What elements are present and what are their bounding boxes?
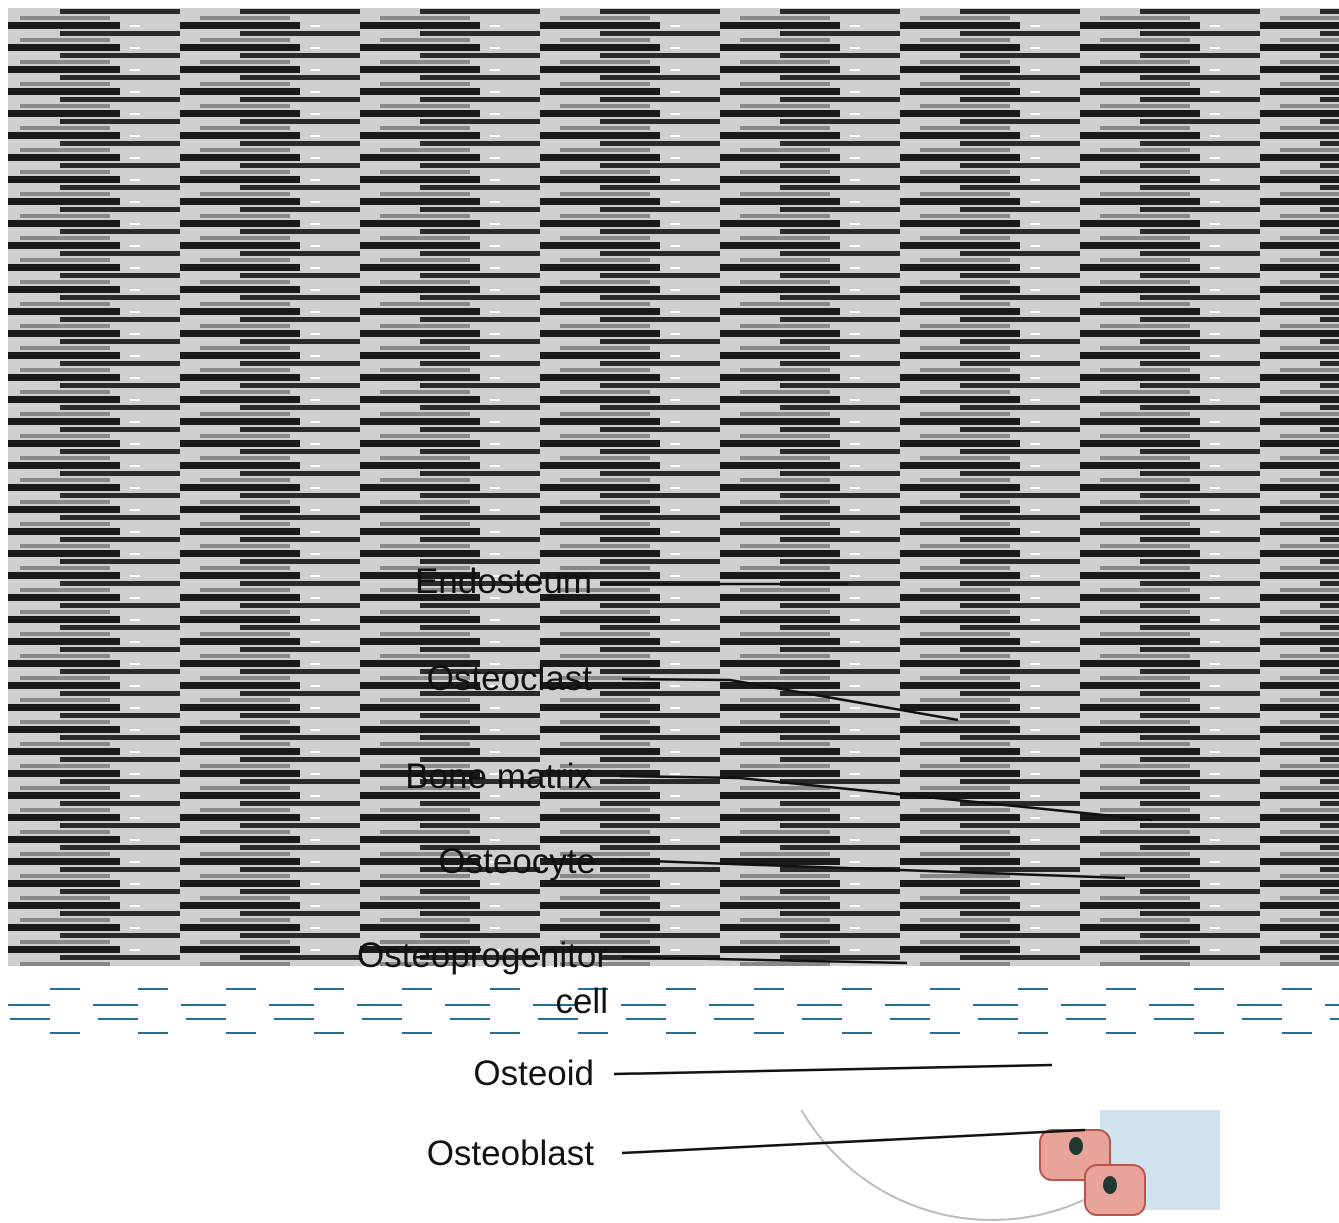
diagram: Endosteum Osteoclast Bone matrix Osteocy…	[0, 0, 1339, 1223]
label: Osteoblast	[427, 1134, 595, 1173]
label: Osteoid	[473, 1054, 594, 1093]
label: Osteoclast	[427, 659, 593, 698]
page: Endosteum Osteoclast Bone matrix Osteocy…	[0, 0, 1339, 1223]
label: Bone matrix	[405, 757, 592, 796]
tissue-texture	[8, 8, 1339, 966]
label: cell	[555, 982, 608, 1021]
label: Endosteum	[415, 562, 592, 601]
label: Osteocyte	[438, 842, 596, 881]
blue-band	[8, 985, 1339, 1040]
label: Osteoprogenitor	[357, 936, 608, 975]
leader-line	[614, 1065, 1052, 1074]
